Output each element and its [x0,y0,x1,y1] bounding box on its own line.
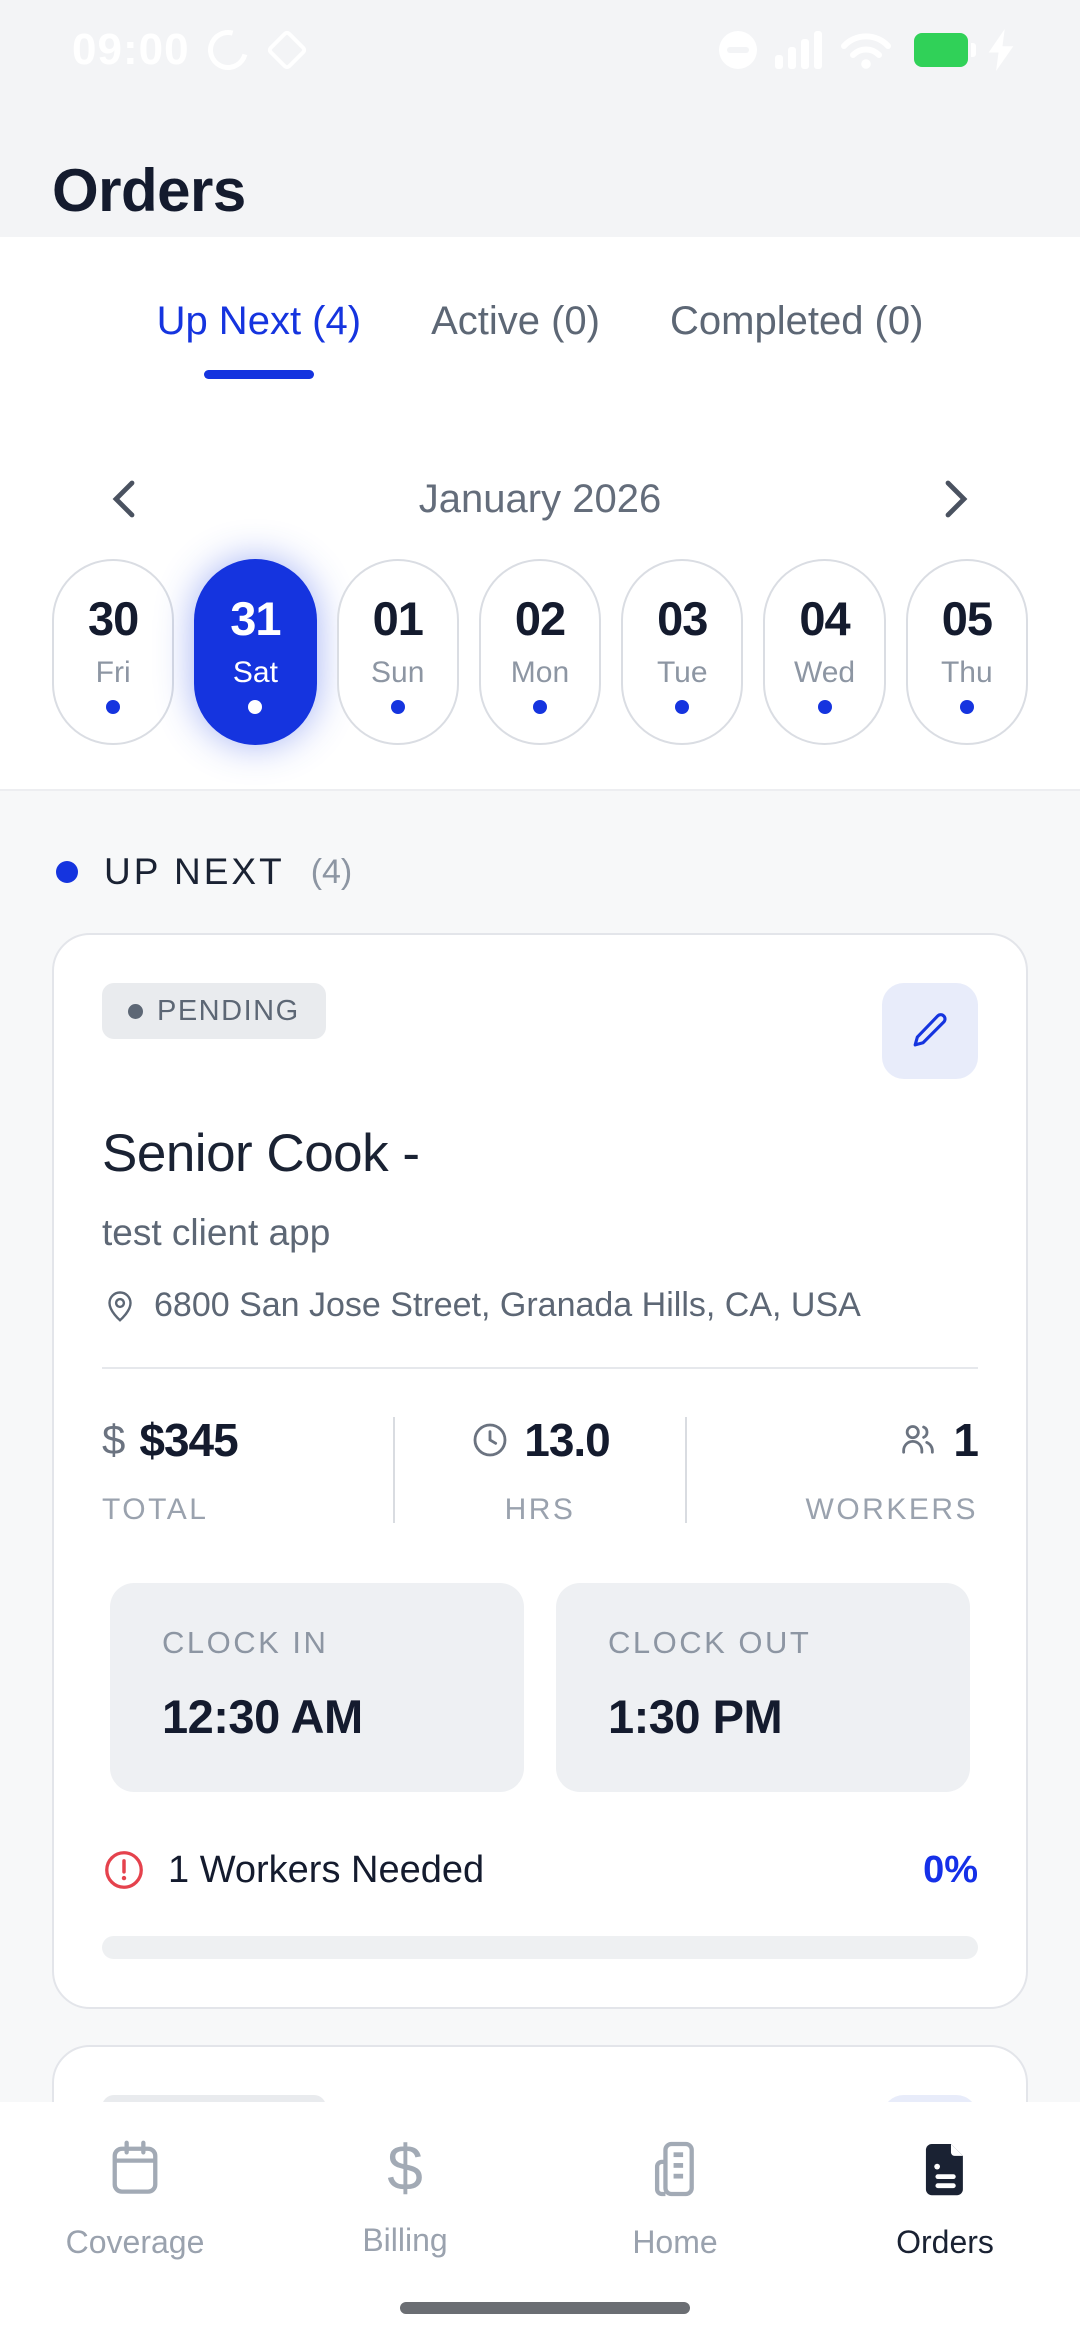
nav-item-coverage[interactable]: Coverage [0,2138,270,2261]
stat-hours: 13.0 HRS [395,1413,686,1527]
diamond-icon [265,28,308,72]
event-dot [390,699,405,714]
mute-icon [719,31,757,69]
clock-icon [473,1423,507,1457]
section-title: UP NEXT [104,851,285,892]
stat-total: $ $345 TOTAL [102,1414,239,1526]
clock-out-box: CLOCK OUT 1:30 PM [556,1583,970,1792]
orders-list: UP NEXT (4) PENDING Senior Cook - test c… [0,789,1080,2305]
day-pill-31-selected[interactable]: 31 Sat [194,559,317,745]
location-pin-icon [108,1290,132,1322]
wifi-icon [841,33,891,69]
tab-bar: Up Next (4) Active (0) Completed (0) [0,237,1080,439]
sync-spinner-icon [200,22,255,78]
month-label: January 2026 [418,476,662,521]
status-badge: PENDING [102,983,326,1039]
edit-order-button[interactable] [882,983,978,1079]
top-block: 09:00 Orders [0,0,1080,237]
event-dot [675,699,690,714]
calendar-icon [112,2140,158,2194]
bottom-nav: Coverage $ Billing Home [0,2102,1080,2340]
day-carousel: 30 Fri 31 Sat 01 Sun 02 Mon 03 Tue 04 We… [0,559,1080,789]
charging-bolt-icon [988,29,1014,71]
workers-icon [902,1425,935,1454]
clock-row: CLOCK IN 12:30 AM CLOCK OUT 1:30 PM [102,1583,978,1792]
day-pill-02[interactable]: 02 Mon [478,559,602,745]
section-dot-icon [56,861,78,883]
day-pill-30[interactable]: 30 Fri [52,559,175,745]
dollar-icon: $ [102,1416,126,1463]
event-dot [817,699,832,714]
workers-needed-text: 1 Workers Needed [168,1848,485,1891]
order-card[interactable]: PENDING Senior Cook - test client app 68… [52,933,1028,2009]
fill-progress-bar [102,1936,978,1959]
pencil-icon [913,1013,947,1047]
order-address: 6800 San Jose Street, Granada Hills, CA,… [102,1286,978,1325]
event-dot [959,699,974,714]
battery-icon [914,33,976,67]
day-pill-01[interactable]: 01 Sun [336,559,459,745]
event-dot [248,699,263,714]
signal-icon [775,31,822,69]
event-dot [106,699,121,714]
building-icon [654,2141,694,2197]
chevron-right-icon[interactable] [935,479,975,519]
day-pill-05[interactable]: 05 Thu [905,559,1028,745]
tab-completed[interactable]: Completed (0) [670,299,924,343]
chevron-left-icon[interactable] [105,479,145,519]
order-title: Senior Cook - [102,1124,420,1183]
section-header: UP NEXT (4) [52,843,1028,933]
home-indicator[interactable] [400,2302,690,2314]
workers-needed-row: 1 Workers Needed 0% [102,1848,978,1892]
clock-in-box: CLOCK IN 12:30 AM [110,1583,524,1792]
status-bar: 09:00 [0,0,1080,100]
document-icon [925,2143,963,2196]
nav-item-orders[interactable]: Orders [810,2138,1080,2261]
stat-divider [392,1417,395,1523]
day-pill-03[interactable]: 03 Tue [621,559,744,745]
card-divider [102,1367,978,1369]
status-time: 09:00 [72,25,190,74]
tab-up-next[interactable]: Up Next (4) [157,299,361,439]
stats-row: $ $345 TOTAL 13.0 HRS [102,1413,979,1527]
fill-percent: 0% [923,1848,978,1891]
order-client: test client app [102,1212,331,1253]
active-tab-underline [203,370,314,379]
day-pill-04[interactable]: 04 Wed [763,559,886,745]
dollar-icon: $ [387,2132,423,2204]
section-count: (4) [310,852,353,891]
stat-workers: 1 WORKERS [805,1414,979,1526]
nav-item-home[interactable]: Home [540,2138,810,2261]
month-nav: January 2026 [0,439,1080,559]
status-dot-icon [128,1003,143,1019]
alert-icon [105,1851,143,1889]
nav-item-billing[interactable]: $ Billing [362,2132,448,2258]
event-dot [532,699,547,714]
stat-divider [685,1417,688,1523]
tab-active[interactable]: Active (0) [431,299,600,343]
page-title: Orders [52,157,246,224]
